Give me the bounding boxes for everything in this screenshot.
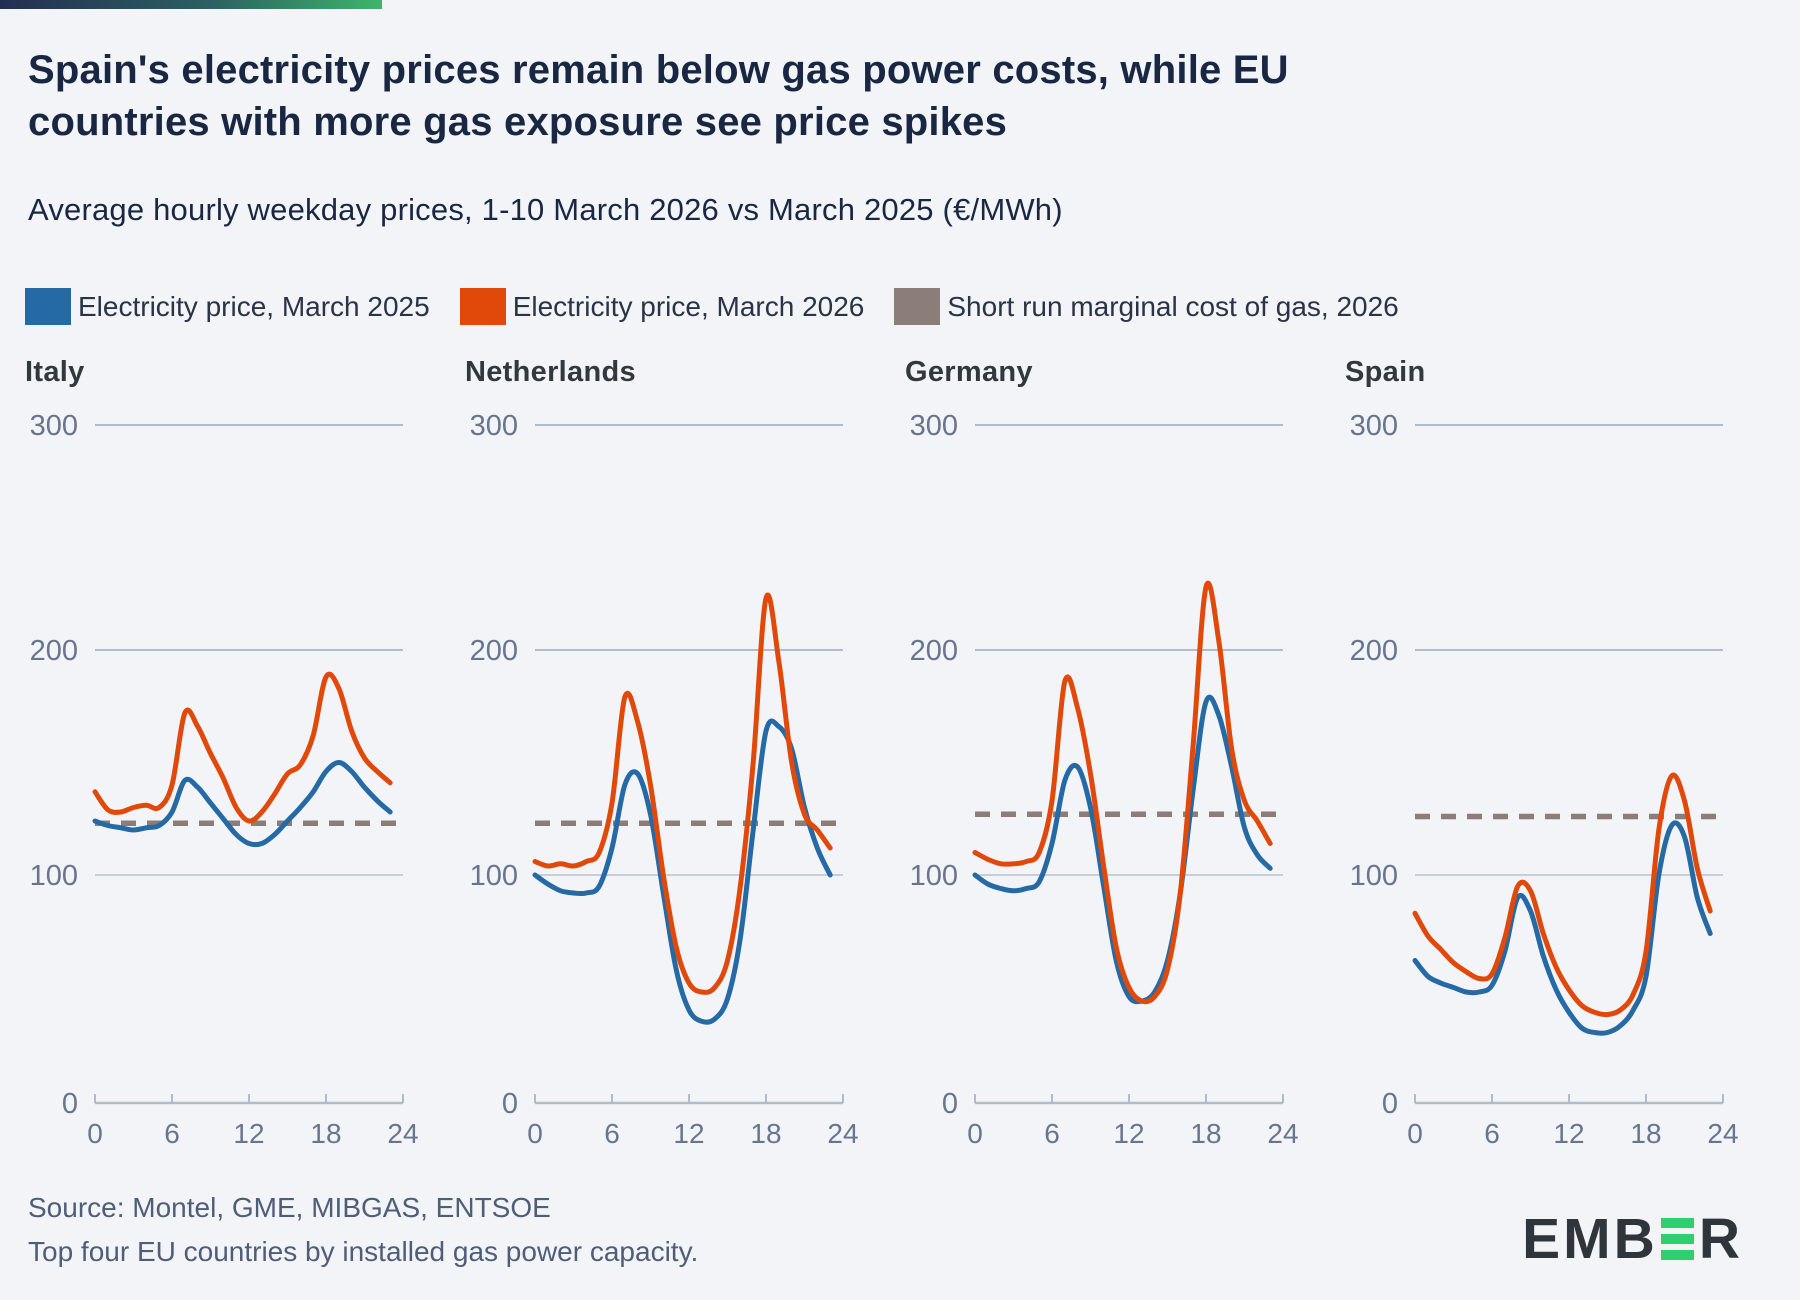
panel-germany: Germany 300 200 100 0 0 6 12 18 24 (880, 356, 1320, 1163)
y-tick-label-300: 300 (910, 410, 958, 442)
legend-swatch-0 (25, 288, 71, 325)
price-2025-line-netherlands (532, 718, 833, 1025)
panel-spain: Spain 300 200 100 0 0 6 12 18 24 (1320, 356, 1760, 1163)
y-tick-label-100: 100 (1350, 860, 1398, 892)
charts-row: Italy 300 200 100 0 0 6 12 18 24 Netherlands 300 200… (0, 356, 1800, 1163)
x-tick-label-18: 18 (1630, 1118, 1661, 1149)
x-tick-label-6: 6 (164, 1118, 180, 1149)
x-tick-label-24: 24 (1707, 1118, 1738, 1149)
price-2025-line-germany (972, 694, 1273, 1005)
footer: Source: Montel, GME, MIBGAS, ENTSOE Top … (28, 1186, 698, 1274)
methodology-note: Top four EU countries by installed gas p… (28, 1236, 699, 1267)
ember-logo-e-icon (1660, 1218, 1694, 1260)
brand-accent-bar (0, 0, 382, 9)
legend-item-2: Short run marginal cost of gas, 2026 (894, 288, 1399, 325)
x-tick-label-24: 24 (1267, 1118, 1298, 1149)
x-tick-label-0: 0 (527, 1118, 543, 1149)
y-tick-label-100: 100 (910, 860, 958, 892)
panel-title-italy: Italy (25, 356, 85, 388)
price-2026-line-italy (92, 671, 393, 824)
panel-title-netherlands: Netherlands (465, 356, 636, 388)
legend-item-1: Electricity price, March 2026 (459, 288, 865, 325)
x-tick-label-12: 12 (1553, 1118, 1584, 1149)
chart-spain: 300 200 100 00 6 12 18 24 (1350, 410, 1739, 1149)
y-tick-label-200: 200 (910, 635, 958, 667)
y-tick-label-0: 0 (502, 1088, 518, 1120)
price-2026-line-spain (1412, 772, 1713, 1018)
chart-netherlands: 300 200 100 00 6 12 18 24 (470, 410, 859, 1149)
panel-italy: Italy 300 200 100 0 0 6 12 18 24 (0, 356, 440, 1163)
page-title-line2: countries with more gas exposure see pri… (28, 100, 1008, 144)
x-tick-label-6: 6 (604, 1118, 620, 1149)
x-tick-label-18: 18 (310, 1118, 341, 1149)
price-2025-line-italy (92, 760, 393, 848)
x-tick-label-0: 0 (87, 1118, 103, 1149)
panel-title-spain: Spain (1345, 356, 1426, 388)
source-note: Source: Montel, GME, MIBGAS, ENTSOE (28, 1192, 551, 1223)
x-tick-label-24: 24 (827, 1118, 858, 1149)
ember-logo-text-suffix: R (1698, 1207, 1743, 1271)
x-tick-label-6: 6 (1044, 1118, 1060, 1149)
panel-title-germany: Germany (905, 356, 1033, 388)
legend-label-0: Electricity price, March 2025 (78, 290, 430, 322)
page-title: Spain's electricity prices remain below … (28, 44, 1289, 148)
chart-legend: Electricity price, March 2025 Electricity… (25, 288, 1399, 325)
y-tick-label-200: 200 (1350, 635, 1398, 667)
y-tick-label-200: 200 (470, 635, 518, 667)
page-subtitle: Average hourly weekday prices, 1-10 Marc… (28, 192, 1063, 227)
y-tick-label-0: 0 (942, 1088, 958, 1120)
y-tick-label-0: 0 (1382, 1088, 1398, 1120)
y-tick-label-100: 100 (30, 860, 78, 892)
price-2026-line-netherlands (532, 592, 833, 995)
panel-netherlands: Netherlands 300 200 100 0 0 6 12 18 24 (440, 356, 880, 1163)
legend-swatch-2 (894, 288, 941, 325)
price-2025-line-spain (1412, 820, 1713, 1036)
x-tick-label-24: 24 (387, 1118, 418, 1149)
x-tick-label-12: 12 (673, 1118, 704, 1149)
x-tick-label-6: 6 (1484, 1118, 1500, 1149)
legend-item-0: Electricity price, March 2025 (25, 288, 430, 325)
x-tick-label-18: 18 (1190, 1118, 1221, 1149)
ember-logo: EMB R (1522, 1206, 1743, 1272)
y-tick-label-0: 0 (62, 1088, 78, 1120)
y-tick-label-200: 200 (30, 635, 78, 667)
chart-germany: 300 200 100 00 6 12 18 24 (910, 410, 1299, 1149)
x-tick-label-18: 18 (750, 1118, 781, 1149)
y-tick-label-100: 100 (470, 860, 518, 892)
y-tick-label-300: 300 (470, 410, 518, 442)
y-tick-label-300: 300 (1350, 410, 1398, 442)
x-tick-label-12: 12 (233, 1118, 264, 1149)
ember-logo-text-prefix: EMB (1522, 1207, 1658, 1271)
legend-label-2: Short run marginal cost of gas, 2026 (947, 290, 1399, 322)
legend-swatch-1 (459, 288, 506, 325)
x-tick-label-0: 0 (1407, 1118, 1423, 1149)
legend-label-1: Electricity price, March 2026 (512, 290, 865, 322)
x-tick-label-12: 12 (1113, 1118, 1144, 1149)
page-title-line1: Spain's electricity prices remain below … (28, 48, 1289, 92)
chart-italy: 300 200 100 00 6 12 18 24 (30, 410, 419, 1149)
y-tick-label-300: 300 (30, 410, 78, 442)
x-tick-label-0: 0 (967, 1118, 983, 1149)
price-2026-line-germany (972, 580, 1273, 1005)
